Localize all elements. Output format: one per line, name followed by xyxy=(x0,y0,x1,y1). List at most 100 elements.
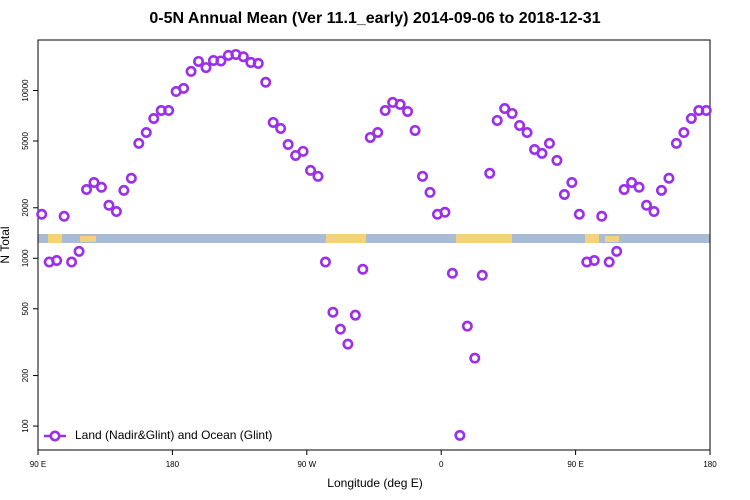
land-band xyxy=(605,236,619,242)
point xyxy=(402,105,414,117)
point xyxy=(372,126,384,138)
point xyxy=(334,323,346,335)
point xyxy=(626,176,638,188)
point xyxy=(461,320,473,332)
legend-marker xyxy=(49,430,61,442)
point xyxy=(641,199,653,211)
point xyxy=(454,429,466,441)
land-band xyxy=(456,234,512,243)
point xyxy=(543,137,555,149)
point xyxy=(88,176,100,188)
point xyxy=(327,306,339,318)
point xyxy=(618,184,630,196)
point xyxy=(573,208,585,220)
point xyxy=(394,98,406,110)
point xyxy=(95,181,107,193)
point xyxy=(252,57,264,69)
point xyxy=(409,124,421,136)
point xyxy=(484,167,496,179)
point xyxy=(118,184,130,196)
point xyxy=(685,113,697,125)
point xyxy=(148,113,160,125)
point xyxy=(648,206,660,218)
point xyxy=(514,119,526,131)
point xyxy=(163,105,175,117)
point xyxy=(566,176,578,188)
y-tick-label: 10000 xyxy=(21,79,30,102)
point xyxy=(670,137,682,149)
point xyxy=(364,131,376,143)
point xyxy=(110,206,122,218)
y-tick-label: 1000 xyxy=(21,249,30,267)
land-band xyxy=(326,234,366,243)
y-axis-label: N Total xyxy=(0,226,12,263)
point xyxy=(267,116,279,128)
ocean-band xyxy=(38,234,710,243)
point xyxy=(476,269,488,281)
point xyxy=(51,255,63,267)
legend-label: Land (Nadir&Glint) and Ocean (Glint) xyxy=(75,428,272,442)
x-tick-label: 90 W xyxy=(297,460,316,469)
point xyxy=(417,170,429,182)
point xyxy=(491,114,503,126)
point xyxy=(551,154,563,166)
y-tick-label: 2000 xyxy=(21,198,30,216)
point xyxy=(193,55,205,67)
point xyxy=(469,352,481,364)
x-tick-label: 180 xyxy=(703,460,717,469)
point xyxy=(140,126,152,138)
x-tick-label: 0 xyxy=(439,460,444,469)
point xyxy=(499,103,511,115)
point xyxy=(655,184,667,196)
point xyxy=(536,147,548,159)
point xyxy=(663,172,675,184)
point xyxy=(678,126,690,138)
point xyxy=(349,309,361,321)
point xyxy=(260,76,272,88)
point xyxy=(603,256,615,268)
land-band xyxy=(585,234,599,243)
point xyxy=(312,170,324,182)
plot-frame xyxy=(37,39,711,451)
point xyxy=(185,65,197,77)
point xyxy=(588,255,600,267)
point xyxy=(611,245,623,257)
y-tick-label: 5000 xyxy=(21,132,30,150)
point xyxy=(506,107,518,119)
point xyxy=(319,256,331,268)
y-tick-label: 200 xyxy=(21,368,30,382)
point xyxy=(36,208,48,220)
point xyxy=(379,105,391,117)
land-band xyxy=(48,234,62,243)
point xyxy=(446,267,458,279)
point xyxy=(439,206,451,218)
point xyxy=(596,210,608,222)
point xyxy=(73,245,85,257)
point xyxy=(58,210,70,222)
point xyxy=(103,199,115,211)
point xyxy=(125,172,137,184)
chart-title: 0-5N Annual Mean (Ver 11.1_early) 2014-0… xyxy=(149,10,600,27)
point xyxy=(424,186,436,198)
point xyxy=(237,51,249,63)
x-axis-label: Longitude (deg E) xyxy=(327,476,422,490)
point xyxy=(200,62,212,74)
point xyxy=(215,55,227,67)
point xyxy=(633,181,645,193)
point xyxy=(342,338,354,350)
point xyxy=(81,184,93,196)
point xyxy=(357,263,369,275)
y-tick-label: 100 xyxy=(21,419,30,433)
x-tick-label: 90 E xyxy=(567,460,583,469)
point xyxy=(282,138,294,150)
point xyxy=(275,122,287,134)
point xyxy=(133,137,145,149)
point xyxy=(178,82,190,94)
x-tick-label: 180 xyxy=(166,460,180,469)
point xyxy=(305,164,317,176)
point xyxy=(700,105,712,117)
x-tick-label: 90 E xyxy=(30,460,46,469)
point xyxy=(521,126,533,138)
